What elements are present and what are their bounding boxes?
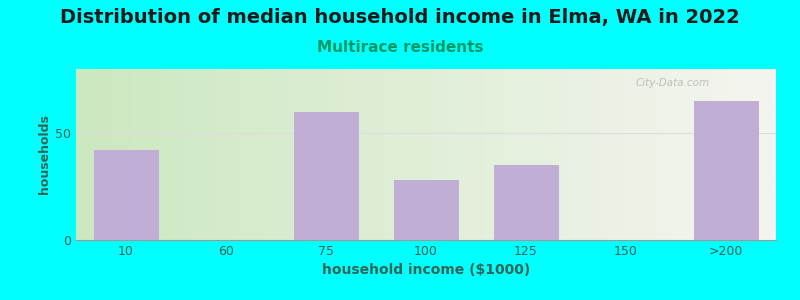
Text: Multirace residents: Multirace residents bbox=[317, 40, 483, 56]
Bar bbox=[694, 101, 758, 240]
Text: City-Data.com: City-Data.com bbox=[636, 77, 710, 88]
Bar bbox=[494, 165, 558, 240]
X-axis label: household income ($1000): household income ($1000) bbox=[322, 263, 530, 278]
Text: Distribution of median household income in Elma, WA in 2022: Distribution of median household income … bbox=[60, 8, 740, 26]
Bar bbox=[294, 112, 358, 240]
Bar bbox=[94, 150, 158, 240]
Bar bbox=[394, 180, 458, 240]
Y-axis label: households: households bbox=[38, 115, 51, 194]
